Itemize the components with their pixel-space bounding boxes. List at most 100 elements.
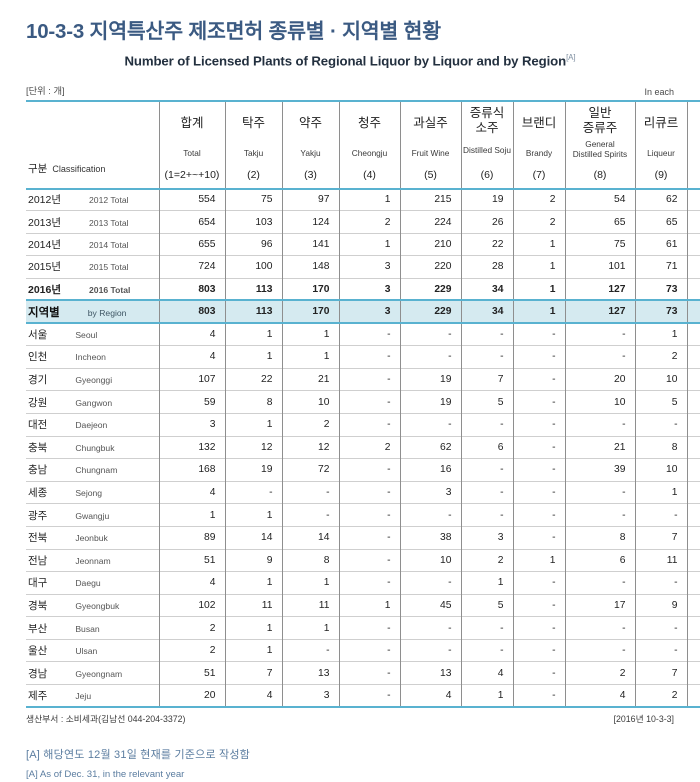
- statistical-table-page: 10-3-3 지역특산주 제조면허 종류별 · 지역별 현황 Number of…: [0, 14, 700, 776]
- cell-region-11-3: -: [339, 572, 400, 595]
- cell-regiontotal-7: 127: [565, 300, 635, 323]
- cell-region-1-5: -: [461, 346, 513, 369]
- cell-year-2-7: 75: [565, 233, 635, 255]
- col-header-others-no: (10): [687, 159, 700, 188]
- cell-year-2-1: 96: [225, 233, 282, 255]
- cell-region-7-7: -: [565, 481, 635, 504]
- col-number-generalspirits: (8): [566, 159, 635, 187]
- col-label-generalspirits-en: General Distilled Spirits: [566, 136, 635, 160]
- col-header-liqueur-ko: 리큐르: [635, 101, 687, 136]
- col-label-brandy-en: Brandy: [514, 136, 565, 159]
- footnote-english: [A] As of Dec. 31, in the relevant year: [26, 767, 674, 782]
- cell-region-13-3: -: [339, 617, 400, 640]
- cell-year-4-4: 229: [400, 278, 461, 300]
- col-label-takju-ko: 탁주: [226, 107, 282, 131]
- cell-region-0-1: 1: [225, 323, 282, 346]
- cell-region-6-1: 19: [225, 459, 282, 482]
- row-label-ko: 2012년: [28, 194, 61, 206]
- row-label-en: by Region: [88, 308, 127, 318]
- cell-region-4-4: -: [400, 413, 461, 436]
- cell-region-8-9: -: [687, 504, 700, 527]
- cell-region-4-7: -: [565, 413, 635, 436]
- col-label-liqueur-en: Liqueur: [636, 136, 687, 159]
- cell-region-1-6: -: [513, 346, 565, 369]
- col-number-others: (10): [688, 159, 700, 187]
- col-header-total-ko: 합계: [159, 101, 225, 136]
- cell-region-0-5: -: [461, 323, 513, 346]
- col-header-liqueur-no: (9): [635, 159, 687, 188]
- cell-region-12-7: 17: [565, 594, 635, 617]
- cell-region-5-4: 62: [400, 436, 461, 459]
- cell-region-0-6: -: [513, 323, 565, 346]
- cell-region-9-9: 5: [687, 526, 700, 549]
- cell-year-1-8: 65: [635, 211, 687, 233]
- page-title-english-text: Number of Licensed Plants of Regional Li…: [124, 53, 566, 68]
- cell-region-5-7: 21: [565, 436, 635, 459]
- row-label-ko: 강원: [28, 397, 47, 409]
- cell-region-15-1: 7: [225, 662, 282, 685]
- cell-region-0-2: 1: [282, 323, 339, 346]
- cell-region-0-7: -: [565, 323, 635, 346]
- cell-region-6-2: 72: [282, 459, 339, 482]
- cell-year-0-5: 19: [461, 189, 513, 211]
- col-header-fruitwine-no: (5): [400, 159, 461, 188]
- cell-year-2-4: 210: [400, 233, 461, 255]
- cell-region-0-9: 1: [687, 323, 700, 346]
- cell-region-11-8: -: [635, 572, 687, 595]
- cell-region-16-3: -: [339, 685, 400, 708]
- cell-region-15-9: 5: [687, 662, 700, 685]
- footnotes: [A] 해당연도 12월 31일 현재를 기준으로 작성함 [A] As of …: [26, 747, 674, 782]
- cell-region-2-7: 20: [565, 368, 635, 391]
- cell-region-13-8: -: [635, 617, 687, 640]
- cell-year-0-2: 97: [282, 189, 339, 211]
- row-label-en: 2014 Total: [89, 240, 129, 250]
- cell-region-9-1: 14: [225, 526, 282, 549]
- cell-year-1-9: 43: [687, 211, 700, 233]
- row-label-en: Chungbuk: [75, 443, 114, 453]
- row-label-ko: 대구: [28, 577, 47, 589]
- col-header-fruitwine-en: Fruit Wine: [400, 136, 461, 160]
- cell-year-1-5: 26: [461, 211, 513, 233]
- cell-region-10-4: 10: [400, 549, 461, 572]
- col-header-generalspirits-en: General Distilled Spirits: [565, 136, 635, 160]
- cell-region-16-5: 1: [461, 685, 513, 708]
- cell-region-14-5: -: [461, 639, 513, 662]
- cell-region-3-7: 10: [565, 391, 635, 414]
- unit-row: [단위 : 개] In each: [26, 83, 674, 97]
- cell-region-6-6: -: [513, 459, 565, 482]
- cell-region-13-1: 1: [225, 617, 282, 640]
- cell-region-2-3: -: [339, 368, 400, 391]
- col-number-total: (1=2+~+10): [160, 159, 225, 187]
- row-label-ko: 경기: [28, 374, 47, 386]
- col-header-yakju-no: (3): [282, 159, 339, 188]
- cell-region-6-7: 39: [565, 459, 635, 482]
- cell-region-1-3: -: [339, 346, 400, 369]
- cell-year-0-7: 54: [565, 189, 635, 211]
- col-header-others-en: Others: [687, 136, 700, 160]
- cell-regiontotal-3: 3: [339, 300, 400, 323]
- cell-year-2-6: 1: [513, 233, 565, 255]
- cell-region-5-9: 9: [687, 436, 700, 459]
- cell-region-11-9: 1: [687, 572, 700, 595]
- cell-region-14-9: 1: [687, 639, 700, 662]
- cell-year-0-6: 2: [513, 189, 565, 211]
- cell-region-4-5: -: [461, 413, 513, 436]
- cell-region-14-2: -: [282, 639, 339, 662]
- cell-region-7-6: -: [513, 481, 565, 504]
- col-header-cheongju-no: (4): [339, 159, 400, 188]
- cell-region-8-3: -: [339, 504, 400, 527]
- cell-region-10-2: 8: [282, 549, 339, 572]
- row-label-en: Gyeonggi: [75, 375, 112, 385]
- cell-year-1-6: 2: [513, 211, 565, 233]
- cell-region-2-5: 7: [461, 368, 513, 391]
